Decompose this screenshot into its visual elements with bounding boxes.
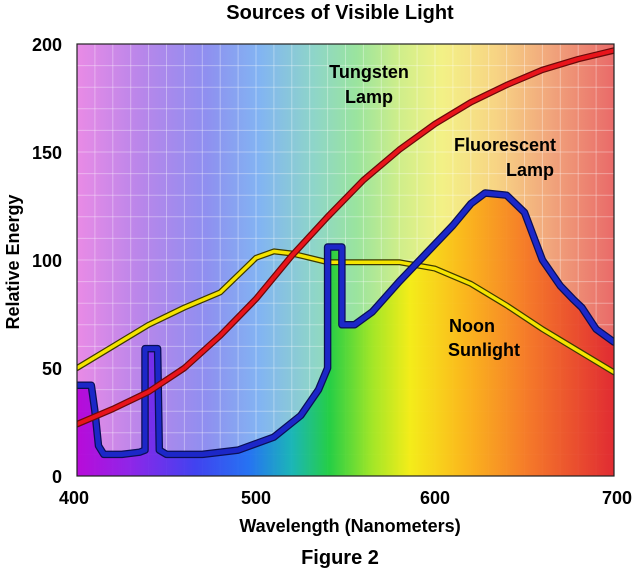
fluorescent-lamp-label-line-1: Fluorescent — [454, 135, 556, 155]
chart-title: Sources of Visible Light — [226, 2, 454, 24]
fluorescent-lamp-line — [77, 190, 614, 457]
tungsten-lamp-label-line-2: Lamp — [345, 87, 393, 107]
y-tick-label: 0 — [52, 467, 62, 487]
series-group — [77, 47, 614, 476]
y-tick-label: 200 — [32, 35, 62, 55]
y-tick-label: 50 — [42, 359, 62, 379]
x-tick-label: 500 — [241, 488, 271, 508]
noon-sunlight-label-line-1: Noon — [449, 316, 495, 336]
plot-area: Tungsten Lamp Fluorescent Lamp Noon Sunlight — [76, 43, 615, 477]
noon-sunlight-label-line-2: Sunlight — [448, 340, 520, 360]
figure-label: Figure 2 — [301, 547, 379, 569]
fluorescent-lamp-area — [77, 193, 614, 476]
plot-frame — [76, 43, 615, 477]
x-tick-label: 400 — [59, 488, 89, 508]
tungsten-lamp-label-line-1: Tungsten — [329, 62, 409, 82]
fluorescent-lamp-label-line-2: Lamp — [506, 160, 554, 180]
noon-sunlight-line — [77, 249, 614, 375]
y-tick-label: 150 — [32, 143, 62, 163]
tungsten-lamp-line — [77, 48, 614, 427]
x-tick-label: 700 — [602, 488, 632, 508]
x-axis-label: Wavelength (Nanometers) — [239, 516, 460, 536]
y-axis-ticks: 0 50 100 150 200 — [32, 35, 62, 487]
y-axis-label: Relative Energy — [3, 194, 23, 329]
x-tick-label: 600 — [420, 488, 450, 508]
x-axis-ticks: 400 500 600 700 — [59, 488, 632, 508]
y-tick-label: 100 — [32, 251, 62, 271]
